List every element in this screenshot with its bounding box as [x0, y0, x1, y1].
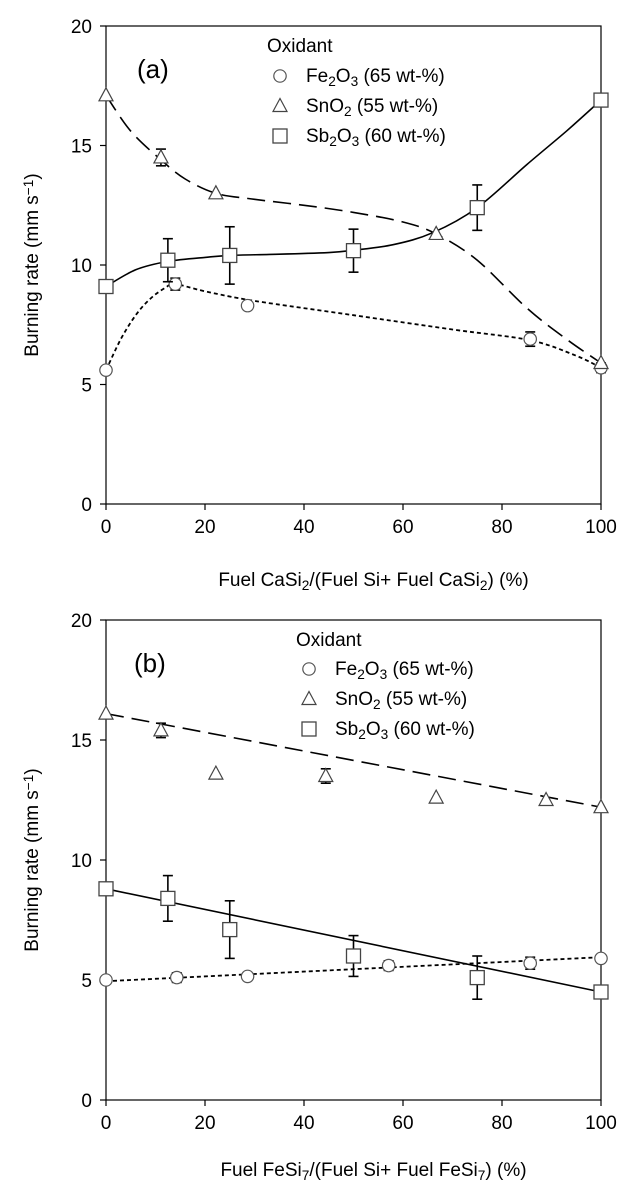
panel-label: (a)	[137, 54, 169, 84]
data-point-series-1	[428, 788, 445, 804]
fit-line-series-0	[105, 283, 602, 371]
legend-marker-series-0	[273, 69, 287, 83]
data-point-series-0	[523, 332, 538, 346]
data-point-series-2	[593, 984, 609, 1000]
data-point-series-1	[97, 86, 115, 102]
x-axis-title: Fuel FeSi7/(Fuel Si+ Fuel FeSi7) (%)	[220, 1160, 526, 1183]
x-tick-label: 40	[293, 1113, 314, 1134]
x-tick-label: 60	[392, 1113, 413, 1134]
legend-label-series-0: Fe2O3 (65 wt-%)	[335, 659, 474, 682]
data-point-series-1	[592, 798, 610, 814]
legend-label-series-0: Fe2O3 (65 wt-%)	[306, 66, 445, 89]
chart-panel-a: 0 20 40 60 80 100 0 5 10 15 20 Fuel CaSi2/(Fuel Si+…	[21, 17, 617, 593]
y-tick-label: 5	[81, 971, 92, 992]
legend-title: Oxidant	[267, 36, 333, 57]
data-point-series-1	[317, 767, 334, 783]
legend-marker-series-2	[272, 128, 288, 144]
data-point-series-1	[538, 791, 555, 807]
y-tick-label: 5	[81, 376, 92, 397]
data-point-series-2	[222, 247, 238, 264]
data-point-series-2	[222, 921, 238, 938]
panel-label: (b)	[134, 648, 166, 678]
data-point-series-2	[160, 252, 176, 268]
fit-line-series-1	[105, 712, 602, 808]
x-tick-label: 0	[101, 1113, 112, 1134]
data-point-series-0	[169, 970, 184, 985]
data-point-series-0	[168, 277, 183, 291]
legend-label-series-1: SnO2 (55 wt-%)	[335, 689, 467, 712]
data-point-series-0	[99, 363, 113, 377]
data-point-series-2	[98, 278, 114, 295]
data-point-series-2	[469, 199, 485, 216]
data-point-series-1	[207, 764, 224, 780]
y-tick-label: 10	[71, 256, 92, 277]
data-point-series-2	[469, 969, 485, 986]
data-point-series-2	[345, 948, 362, 964]
data-point-series-0	[381, 958, 396, 973]
x-tick-label: 0	[101, 517, 112, 538]
data-point-series-2	[160, 890, 176, 907]
x-tick-label: 60	[392, 517, 413, 538]
data-point-series-0	[99, 973, 113, 987]
data-point-series-0	[240, 969, 255, 984]
data-point-series-1	[97, 704, 115, 720]
x-tick-label: 20	[194, 1113, 215, 1134]
x-tick-label: 20	[194, 517, 215, 538]
y-tick-label: 20	[71, 17, 92, 38]
legend-label-series-2: Sb2O3 (60 wt-%)	[335, 719, 475, 742]
legend-marker-series-2	[301, 721, 317, 737]
y-tick-label: 15	[71, 137, 92, 158]
chart-panel-b: 0 20 40 60 80 100 0 5 10 15 20 Fuel FeSi7/(Fuel Si+…	[21, 611, 617, 1183]
data-point-series-1	[152, 721, 169, 737]
data-point-series-1	[428, 225, 445, 241]
y-axis-title: Burning rate (mm s−1)	[21, 768, 43, 951]
x-tick-label: 100	[585, 517, 617, 538]
data-point-series-2	[345, 243, 362, 259]
x-tick-label: 40	[293, 517, 314, 538]
data-point-series-2	[98, 881, 114, 897]
legend-title: Oxidant	[296, 630, 362, 651]
data-point-series-1	[592, 354, 610, 370]
data-point-series-1	[152, 148, 169, 164]
data-point-series-1	[207, 184, 224, 200]
legend-marker-series-1	[271, 97, 289, 113]
x-axis-title: Fuel CaSi2/(Fuel Si+ Fuel CaSi2) (%)	[218, 570, 528, 593]
y-tick-label: 0	[81, 495, 92, 516]
y-tick-label: 20	[71, 611, 92, 632]
y-tick-label: 10	[71, 851, 92, 872]
y-tick-label: 0	[81, 1091, 92, 1112]
data-point-series-0	[594, 951, 608, 966]
legend-label-series-1: SnO2 (55 wt-%)	[306, 96, 438, 119]
y-axis-title: Burning rate (mm s−1)	[21, 173, 43, 356]
y-tick-label: 15	[71, 731, 92, 752]
legend-marker-series-0	[302, 662, 316, 676]
x-tick-label: 80	[491, 517, 512, 538]
data-point-series-0	[523, 956, 538, 970]
x-tick-label: 100	[585, 1113, 617, 1134]
legend-label-series-2: Sb2O3 (60 wt-%)	[306, 126, 446, 149]
data-point-series-0	[240, 298, 255, 313]
data-point-series-2	[593, 92, 609, 108]
legend-marker-series-1	[300, 690, 318, 706]
x-tick-label: 80	[491, 1113, 512, 1134]
